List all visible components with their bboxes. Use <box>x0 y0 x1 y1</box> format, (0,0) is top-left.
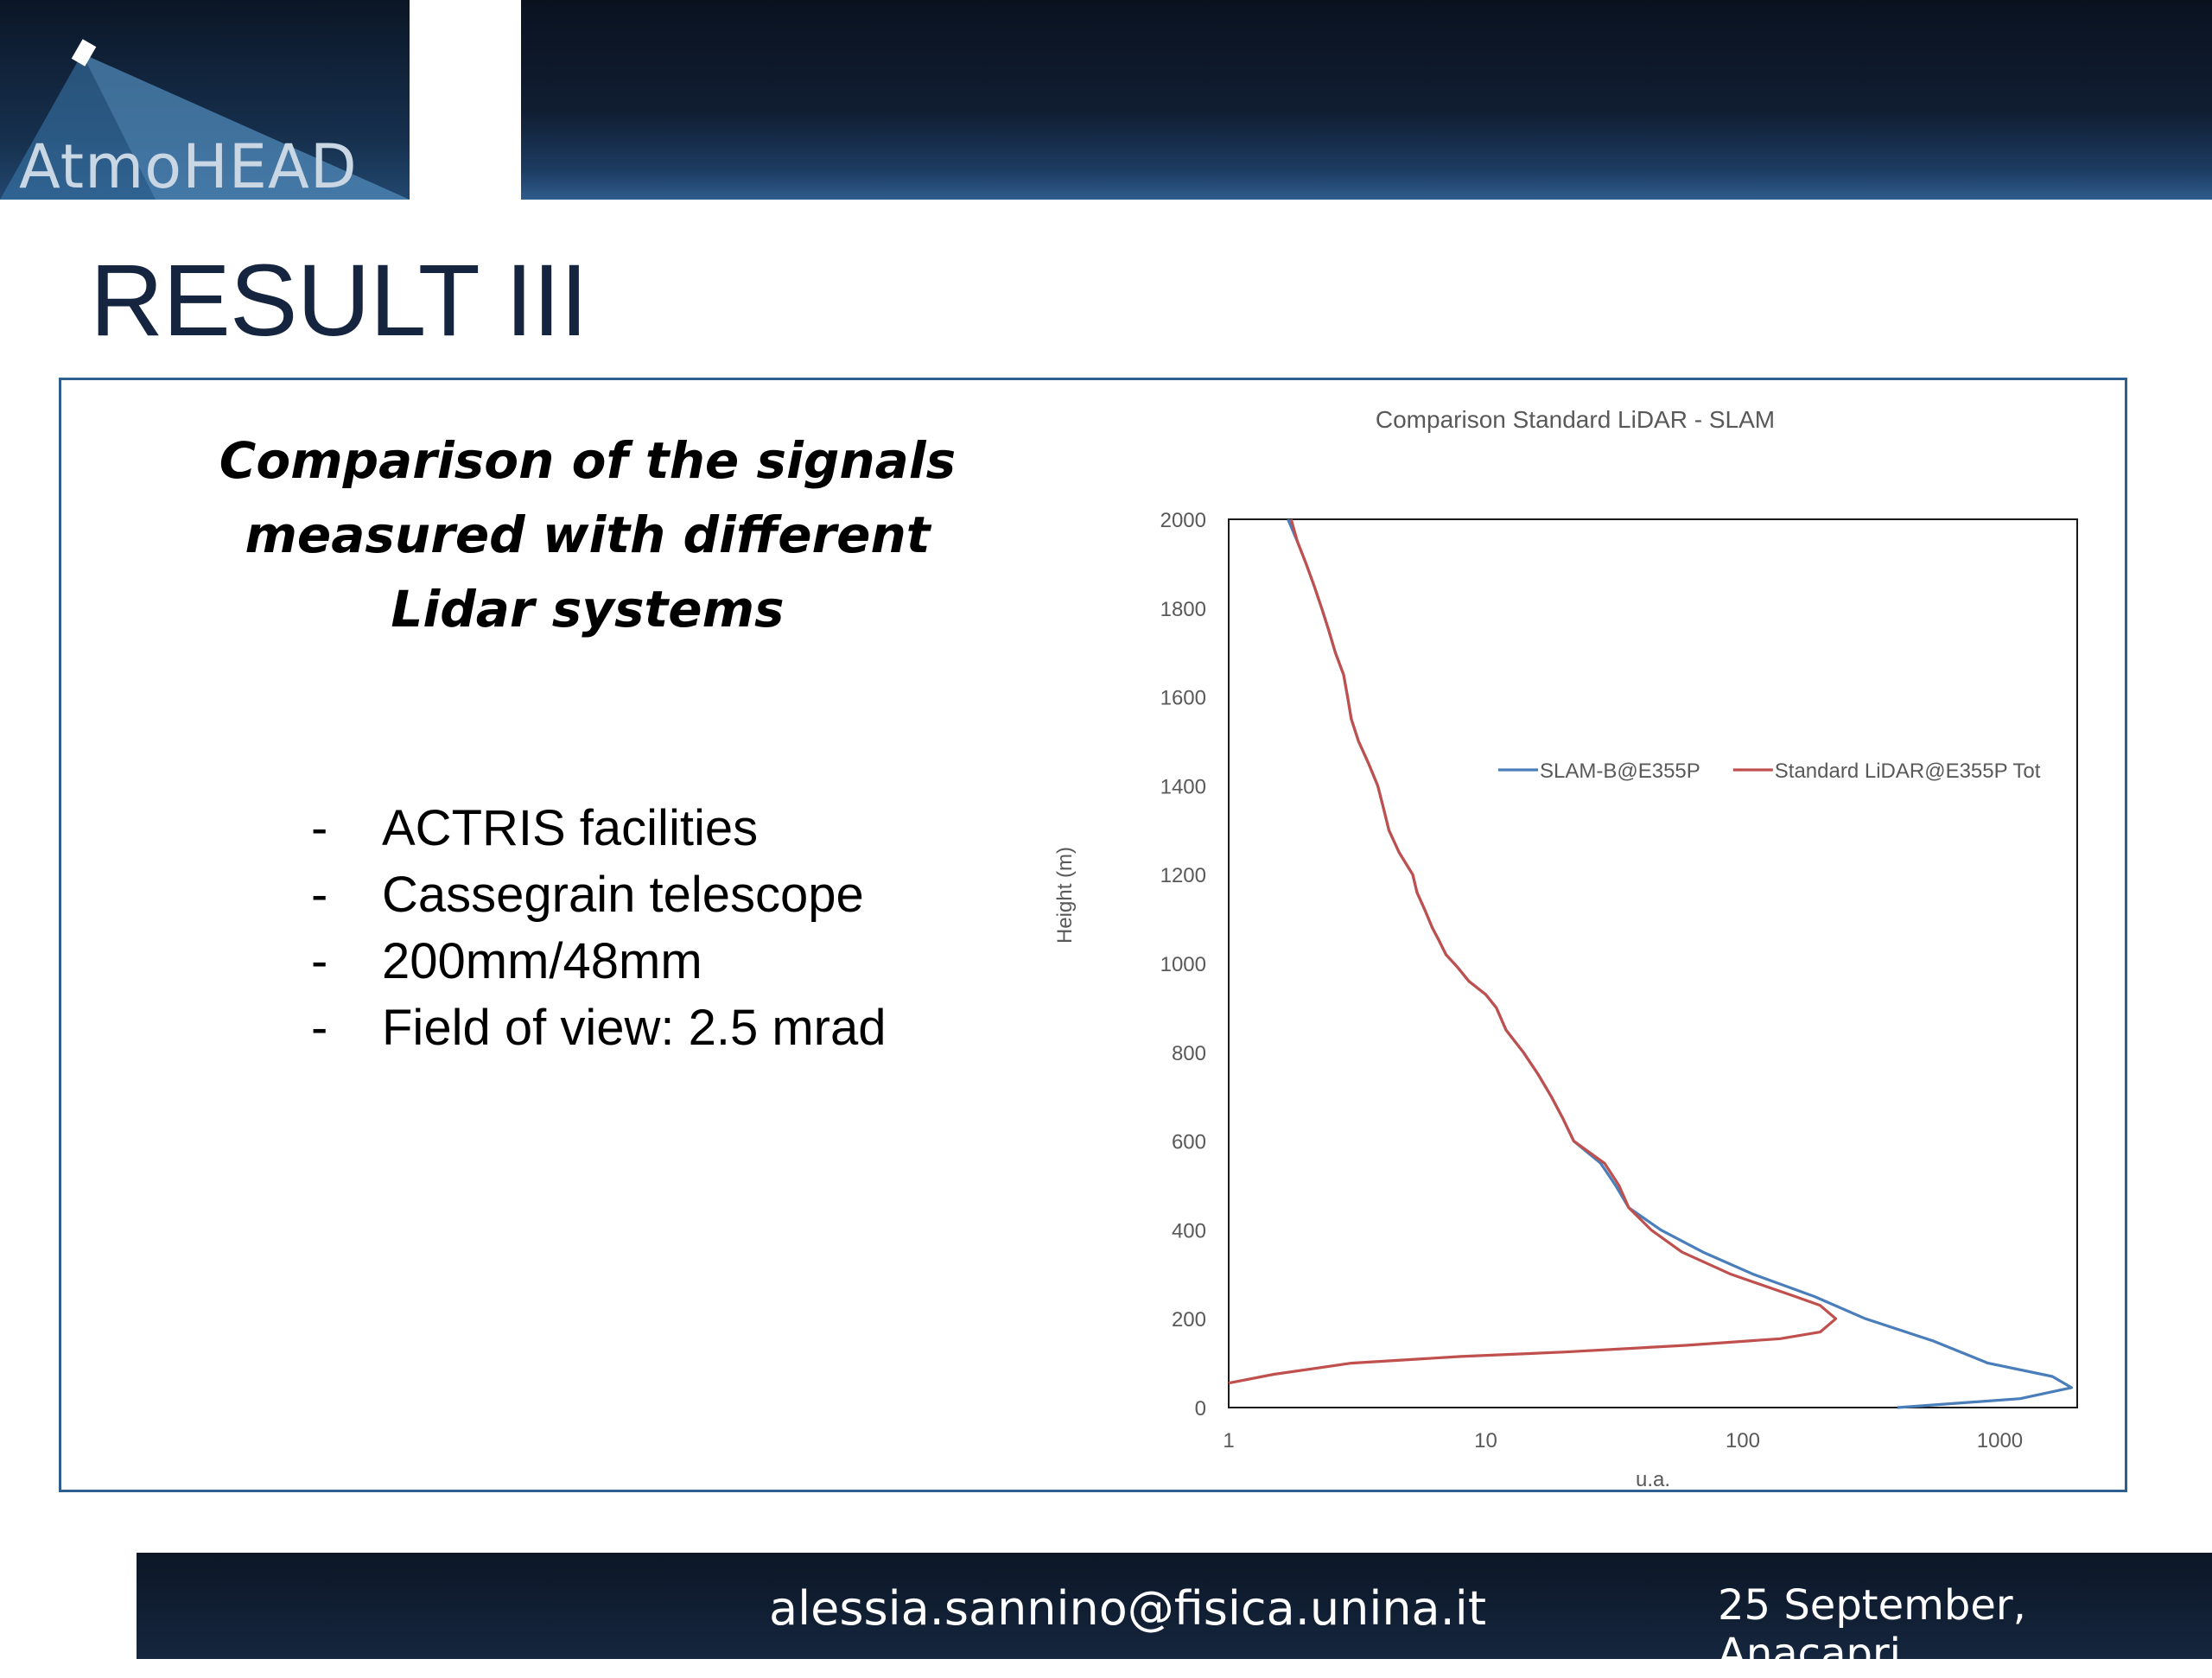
y-tick-label: 800 <box>1172 1042 1206 1065</box>
content-panel <box>59 378 2127 1492</box>
bullet-item: - Cassegrain telescope <box>311 861 886 928</box>
slide-heading: Comparison of the signals measured with … <box>147 423 1028 646</box>
footer-date: 25 September, Anacapri <box>1718 1581 2026 1678</box>
bullet-marker: - <box>311 800 328 856</box>
x-tick-label: 1000 <box>1977 1429 2023 1452</box>
bullet-text: 200mm/48mm <box>382 933 702 989</box>
y-tick-label: 2000 <box>1160 509 1206 532</box>
bullet-item: - Field of view: 2.5 mrad <box>311 995 886 1061</box>
plot-area-border <box>1228 518 2078 1408</box>
bullet-item: -200mm/48mm <box>311 928 886 995</box>
x-tick-label: 100 <box>1726 1429 1760 1452</box>
bullet-item: - ACTRIS facilities <box>311 795 886 861</box>
y-axis-label: Height (m) <box>1053 847 1077 944</box>
heading-line: measured with different <box>245 505 931 564</box>
bullet-text: Cassegrain telescope <box>382 867 864 923</box>
x-tick-label: 1 <box>1223 1429 1234 1452</box>
logo-text: AtmoHEAD <box>19 131 358 200</box>
bullet-text: ACTRIS facilities <box>382 800 759 856</box>
y-tick-label: 1200 <box>1160 864 1206 887</box>
x-tick-label: 10 <box>1474 1429 1497 1452</box>
header-band <box>521 0 2212 200</box>
series-line <box>1228 518 1838 1385</box>
y-tick-label: 1600 <box>1160 687 1206 710</box>
legend-label: SLAM-B@E355P <box>1540 760 1700 783</box>
y-tick-label: 0 <box>1195 1397 1206 1421</box>
y-tick-label: 200 <box>1172 1308 1206 1332</box>
bullet-marker: - <box>311 933 328 989</box>
x-axis-label: u.a. <box>1636 1468 1670 1491</box>
y-tick-label: 400 <box>1172 1219 1206 1243</box>
bullet-text: Field of view: 2.5 mrad <box>382 1000 887 1056</box>
logo: AtmoHEAD <box>0 0 410 200</box>
footer-band <box>137 1553 2212 1659</box>
legend-label: Standard LiDAR@E355P Tot <box>1775 760 2041 783</box>
y-tick-label: 1000 <box>1160 953 1206 976</box>
lidar-comparison-chart: Comparison Standard LiDAR - SLAM 0 200 400 6… <box>1053 406 2078 1491</box>
chart-title: Comparison Standard LiDAR - SLAM <box>1376 406 1775 433</box>
bullet-list: - ACTRIS facilities - Cassegrain telescope… <box>311 795 886 1061</box>
heading-line: Lidar systems <box>391 580 785 639</box>
heading-line: Comparison of the signals <box>219 431 957 490</box>
telescope-beam-icon <box>0 39 410 200</box>
bullet-marker: - <box>311 1000 328 1056</box>
y-tick-label: 1800 <box>1160 598 1206 621</box>
y-tick-label: 1400 <box>1160 775 1206 798</box>
series-line <box>1287 518 2073 1409</box>
footer-email: alessia.sannino@fisica.unina.it <box>769 1581 1486 1636</box>
slide-title: RESULT III <box>90 244 588 358</box>
bullet-marker: - <box>311 867 328 923</box>
y-tick-label: 600 <box>1172 1131 1206 1154</box>
